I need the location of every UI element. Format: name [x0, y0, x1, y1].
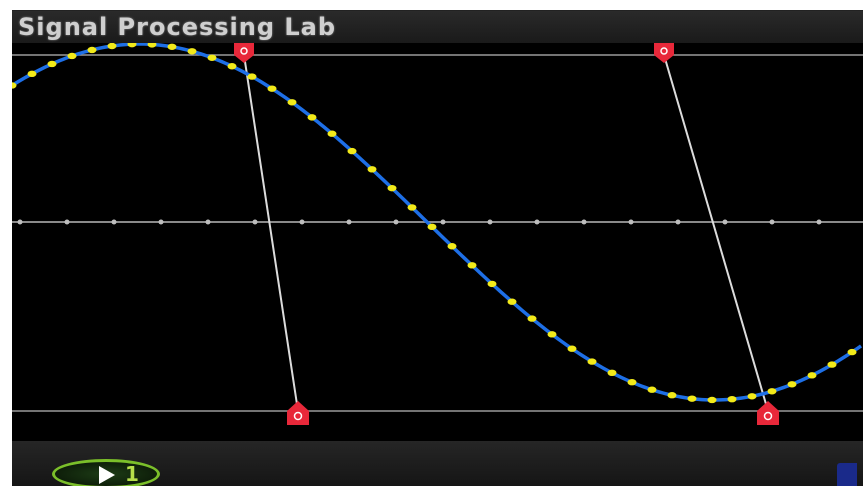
sample-point [347, 147, 357, 155]
sample-point [307, 114, 317, 121]
handle-ring-icon [293, 411, 303, 421]
sample-point [87, 46, 97, 54]
handle-ring-icon [240, 47, 248, 55]
bottom-toolbar: 1 [12, 441, 863, 486]
sample-point [107, 42, 117, 50]
sample-point [587, 358, 597, 365]
signal-plot[interactable] [12, 11, 863, 441]
title-bar: Signal Processing Lab [12, 11, 863, 43]
axis-tick [252, 219, 258, 225]
cursor-lines [243, 54, 769, 412]
sample-point [727, 395, 737, 403]
sample-point [287, 99, 297, 106]
axis-tick [628, 219, 634, 225]
sample-point [27, 70, 37, 78]
axis-tick [440, 219, 446, 225]
axis-tick [722, 219, 728, 225]
cursor-b-line [663, 54, 769, 412]
sample-point [247, 73, 257, 80]
axis-tick [581, 219, 587, 225]
axis-tick [346, 219, 352, 225]
sample-point [647, 386, 657, 393]
axis-tick [769, 219, 775, 225]
cursor-a-top-handle[interactable] [234, 43, 254, 63]
sample-point [447, 243, 457, 250]
sample-point [507, 298, 517, 305]
cursor-handles [234, 43, 779, 425]
play-once-button[interactable]: 1 [52, 459, 160, 486]
sample-point [607, 369, 617, 377]
sample-point [467, 262, 477, 269]
axis-tick [111, 219, 117, 225]
sample-point [167, 43, 177, 50]
sample-point [207, 54, 217, 61]
sample-point [487, 280, 497, 288]
sample-point [187, 48, 197, 55]
sample-point [427, 223, 437, 231]
plot-rails [12, 54, 863, 412]
axis-tick [17, 219, 23, 225]
sample-point [847, 348, 857, 356]
sample-point [667, 392, 677, 399]
app-title: Signal Processing Lab [18, 13, 337, 41]
axis-tick [816, 219, 822, 225]
sample-point [707, 396, 717, 404]
axis-tick [299, 219, 305, 225]
cursor-b-top-handle[interactable] [654, 43, 674, 63]
app-window: Signal Processing Lab 1 [12, 10, 863, 486]
axis-tick [487, 219, 493, 225]
sample-point [387, 184, 397, 192]
axis-tick [393, 219, 399, 225]
menu-button[interactable] [837, 463, 857, 486]
handle-ring-icon [763, 411, 773, 421]
zero-axis [12, 219, 863, 225]
sample-point [407, 204, 417, 211]
axis-tick [64, 219, 70, 225]
sample-point [367, 166, 377, 173]
sample-point [67, 52, 77, 60]
sample-point [787, 381, 797, 388]
play-icon [99, 466, 115, 484]
axis-tick [675, 219, 681, 225]
sample-point [547, 331, 557, 338]
sample-point [747, 393, 757, 400]
axis-tick [534, 219, 540, 225]
cursor-a-line [243, 54, 299, 412]
sample-point [527, 315, 537, 322]
sample-point [687, 395, 697, 402]
handle-shape [234, 43, 254, 63]
sample-point [227, 63, 237, 70]
cursor-a-bottom-handle[interactable] [287, 401, 309, 425]
sample-point [12, 82, 17, 89]
sample-point [807, 372, 817, 379]
axis-tick [205, 219, 211, 225]
sample-points [12, 40, 857, 404]
sample-point [627, 379, 637, 386]
handle-ring-icon [660, 47, 668, 55]
handle-shape [654, 43, 674, 63]
play-once-icon: 1 [125, 462, 139, 486]
cursor-b-bottom-handle[interactable] [757, 401, 779, 425]
sample-point [47, 60, 57, 68]
sample-point [267, 85, 277, 92]
sample-point [827, 361, 837, 368]
sample-point [767, 388, 777, 395]
sample-point [567, 345, 577, 352]
sample-point [327, 130, 337, 137]
axis-tick [158, 219, 164, 225]
